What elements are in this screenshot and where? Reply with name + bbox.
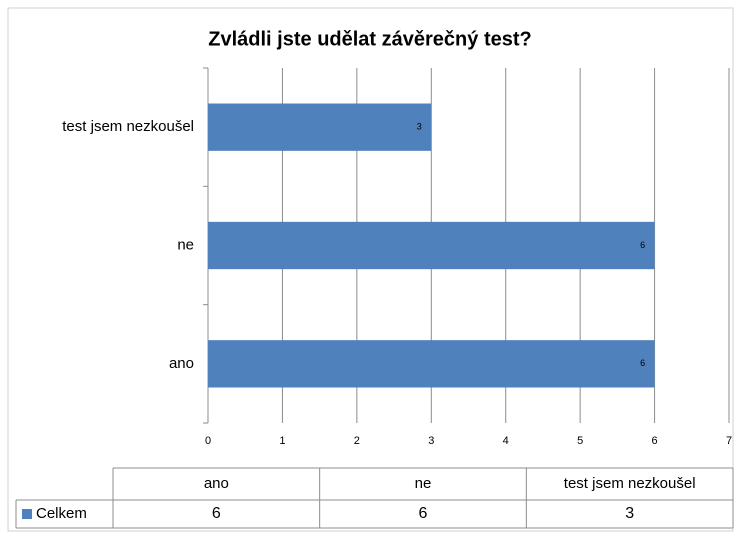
y-tick-label: ne: [177, 236, 194, 253]
data-label: 6: [640, 358, 645, 368]
legend-swatch: [22, 509, 32, 519]
y-tick-label: test jsem nezkoušel: [62, 118, 194, 135]
table-header: ano: [204, 475, 229, 492]
bar: [208, 221, 655, 270]
x-tick-label: 0: [205, 435, 211, 447]
x-tick-label: 1: [279, 435, 285, 447]
x-tick-label: 3: [428, 435, 434, 447]
data-label: 3: [417, 122, 422, 132]
y-tick-label: ano: [169, 355, 194, 372]
table-value: 6: [419, 505, 428, 522]
table-header: test jsem nezkoušel: [564, 475, 696, 492]
bar: [208, 340, 655, 388]
data-label: 6: [640, 240, 645, 250]
x-tick-label: 7: [726, 435, 732, 447]
chart-border: [7, 7, 734, 532]
table-header: ne: [415, 475, 432, 492]
chart-title: Zvládli jste udělat závěrečný test?: [208, 28, 531, 50]
legend-label: Celkem: [36, 505, 87, 522]
table-value: 6: [212, 505, 221, 522]
x-tick-label: 4: [503, 435, 509, 447]
table-value: 3: [625, 505, 634, 522]
x-tick-label: 2: [354, 435, 360, 447]
x-tick-label: 5: [577, 435, 583, 447]
bar: [208, 103, 432, 151]
x-tick-label: 6: [652, 435, 658, 447]
